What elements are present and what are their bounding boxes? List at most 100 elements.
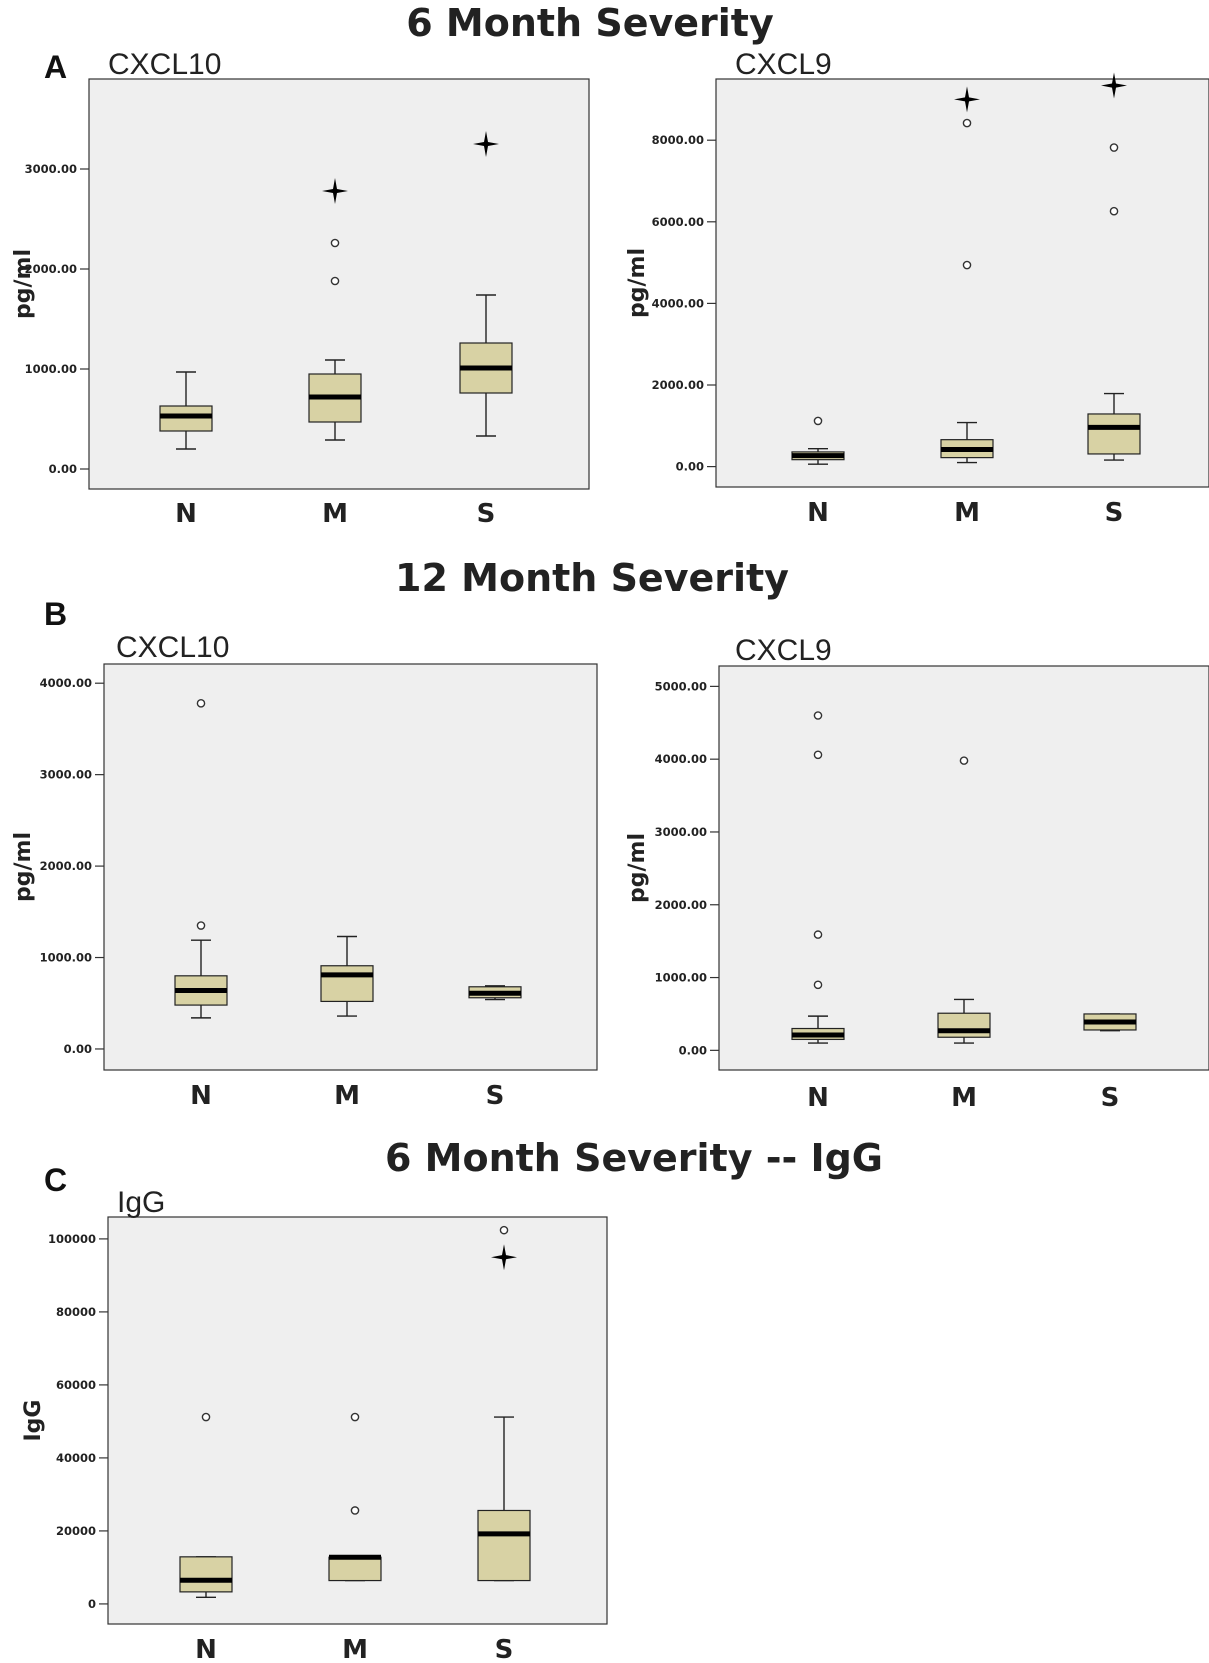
y-axis-label: pg/ml: [11, 832, 36, 902]
y-tick-label: 3000.00: [40, 768, 92, 782]
extreme-point: [473, 131, 499, 157]
x-tick-label: M: [334, 1081, 360, 1111]
section-title-12-month: 12 Month Severity: [395, 556, 789, 600]
y-tick-label: 3000.00: [655, 825, 707, 839]
outlier-point: [813, 711, 823, 720]
x-tick-label: N: [807, 498, 829, 528]
y-axis-label: pg/ml: [625, 248, 650, 318]
box-S: [459, 131, 513, 437]
chart-title: CXCL9: [735, 48, 832, 81]
extreme-point: [1101, 72, 1127, 99]
box-body: [1087, 413, 1141, 455]
plot-area: [103, 663, 598, 1071]
y-axis-label: pg/ml: [625, 833, 650, 903]
box-N: [159, 371, 213, 450]
x-tick-label: M: [342, 1635, 368, 1663]
y-tick-label: 4000.00: [655, 752, 707, 766]
box-M: [320, 935, 374, 1017]
outlier-point: [330, 238, 340, 248]
x-tick-label: M: [951, 1083, 977, 1113]
x-tick-label: S: [477, 499, 496, 529]
y-tick-label: 60000: [56, 1378, 96, 1392]
x-tick-label: M: [954, 498, 980, 528]
box-N: [791, 416, 845, 465]
x-tick-label: N: [195, 1635, 217, 1663]
outlier-point: [813, 980, 823, 990]
y-tick-label: 0.00: [676, 460, 704, 474]
y-tick-label: 1000.00: [655, 971, 707, 985]
chart-5: IgG IgG 0 20000 40000 60000 80000 100000 N M S: [21, 1186, 608, 1663]
y-tick-label: 5000.00: [655, 679, 707, 693]
outlier-point: [962, 260, 972, 270]
box-M: [937, 756, 991, 1044]
box-S: [477, 1225, 531, 1582]
box-M: [328, 1412, 382, 1582]
outlier-point: [499, 1225, 509, 1235]
panel-letter-c: C: [44, 1162, 67, 1198]
outlier-point: [962, 118, 972, 128]
y-tick-label: 2000.00: [652, 378, 704, 392]
outlier-point: [1109, 206, 1119, 216]
outlier-point: [196, 921, 206, 930]
outlier-point: [813, 750, 823, 760]
box-body: [320, 965, 374, 1003]
y-tick-label: 4000.00: [40, 676, 92, 690]
y-tick-label: 0.00: [49, 462, 77, 476]
chart-title: CXCL9: [735, 634, 832, 667]
y-tick-label: 80000: [56, 1305, 96, 1319]
outlier-point: [959, 756, 969, 765]
chart-4: CXCL9 pg/ml 0.00 1000.00 2000.00 3000.00 4000.…: [625, 634, 1209, 1113]
outlier-point: [813, 930, 823, 939]
box-N: [179, 1412, 233, 1599]
section-title-6-month-igg: 6 Month Severity -- IgG: [385, 1136, 883, 1180]
panel-letter-a: A: [44, 49, 67, 85]
box-N: [791, 711, 845, 1044]
y-tick-label: 100000: [48, 1232, 96, 1246]
extreme-point: [954, 86, 980, 113]
x-tick-label: N: [175, 499, 197, 529]
y-tick-label: 8000.00: [652, 133, 704, 147]
x-tick-label: M: [322, 499, 348, 529]
y-tick-label: 40000: [56, 1451, 96, 1465]
chart-3: CXCL10 pg/ml 0.00 1000.00 2000.00 3000.00 4000…: [11, 631, 598, 1111]
y-tick-label: 3000.00: [25, 162, 77, 176]
outlier-point: [813, 416, 823, 426]
box-M: [940, 86, 994, 464]
y-tick-label: 6000.00: [652, 215, 704, 229]
x-tick-label: S: [1101, 1083, 1120, 1113]
outlier-point: [196, 699, 206, 708]
outlier-point: [330, 276, 340, 286]
chart-title: CXCL10: [116, 631, 229, 664]
chart-1: CXCL10 pg/ml 0.00 1000.00 2000.00 3000.00 N M S: [11, 48, 590, 529]
chart-title: CXCL10: [108, 48, 221, 81]
y-axis-label: pg/ml: [11, 249, 36, 319]
box-body: [328, 1556, 382, 1582]
y-tick-label: 1000.00: [40, 951, 92, 965]
y-tick-label: 0.00: [64, 1042, 92, 1056]
chart-title: IgG: [117, 1186, 165, 1219]
section-title-6-month: 6 Month Severity: [406, 1, 774, 45]
chart-2: CXCL9 pg/ml 0.00 2000.00 4000.00 6000.00 8000.…: [625, 48, 1209, 528]
y-tick-label: 0.00: [679, 1043, 707, 1057]
y-tick-label: 0: [88, 1597, 96, 1611]
outlier-point: [1109, 143, 1119, 152]
y-axis-label: IgG: [21, 1400, 46, 1442]
box-M: [308, 178, 362, 441]
y-tick-label: 1000.00: [25, 362, 77, 376]
box-body: [937, 1012, 991, 1038]
x-tick-label: N: [190, 1081, 212, 1111]
x-tick-label: S: [1105, 498, 1124, 528]
y-tick-label: 4000.00: [652, 296, 704, 310]
y-tick-label: 2000.00: [25, 262, 77, 276]
y-tick-label: 2000.00: [40, 859, 92, 873]
box-body: [179, 1556, 233, 1593]
box-S: [468, 985, 522, 1001]
box-S: [1087, 72, 1141, 461]
box-S: [1083, 1013, 1137, 1032]
y-tick-label: 20000: [56, 1524, 96, 1538]
box-N: [174, 699, 228, 1019]
outlier-point: [201, 1412, 211, 1422]
box-body: [477, 1509, 531, 1582]
